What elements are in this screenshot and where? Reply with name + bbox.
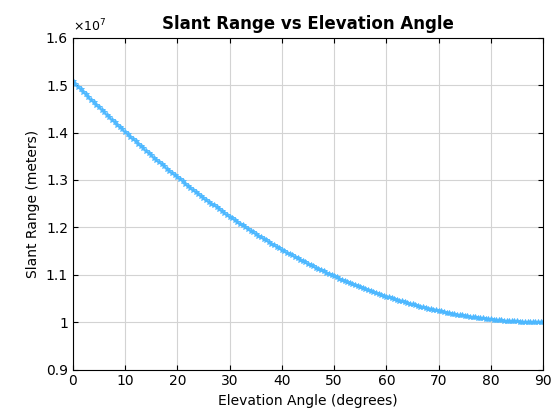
- Title: Slant Range vs Elevation Angle: Slant Range vs Elevation Angle: [162, 16, 454, 34]
- Text: $\times10^7$: $\times10^7$: [73, 18, 106, 34]
- Y-axis label: Slant Range (meters): Slant Range (meters): [26, 130, 40, 278]
- X-axis label: Elevation Angle (degrees): Elevation Angle (degrees): [218, 394, 398, 408]
